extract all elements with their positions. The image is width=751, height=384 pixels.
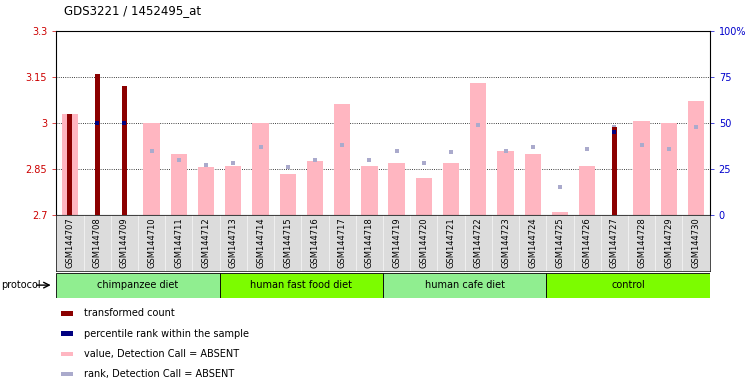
Bar	[579, 166, 596, 215]
Bar	[547, 273, 710, 298]
Text: GSM144727: GSM144727	[610, 217, 619, 268]
Text: GSM144708: GSM144708	[92, 217, 101, 268]
Text: GSM144729: GSM144729	[665, 217, 674, 268]
Bar	[361, 166, 378, 215]
Bar	[443, 163, 459, 215]
Bar	[143, 123, 160, 215]
Text: value, Detection Call = ABSENT: value, Detection Call = ABSENT	[84, 349, 239, 359]
Bar	[198, 167, 214, 215]
Bar	[62, 114, 78, 215]
Bar	[61, 311, 74, 316]
Text: control: control	[611, 280, 645, 290]
Text: transformed count: transformed count	[84, 308, 175, 318]
Text: GSM144712: GSM144712	[201, 217, 210, 268]
Text: GSM144719: GSM144719	[392, 217, 401, 268]
Bar	[388, 163, 405, 215]
Bar	[524, 154, 541, 215]
Bar	[170, 154, 187, 215]
Text: GSM144725: GSM144725	[556, 217, 565, 268]
Bar	[334, 104, 350, 215]
Text: rank, Detection Call = ABSENT: rank, Detection Call = ABSENT	[84, 369, 234, 379]
Bar	[122, 86, 127, 215]
Bar	[279, 174, 296, 215]
Bar	[61, 331, 74, 336]
Text: human cafe diet: human cafe diet	[424, 280, 505, 290]
Bar	[612, 127, 617, 215]
Text: GSM144721: GSM144721	[447, 217, 456, 268]
Bar	[306, 161, 323, 215]
Text: GSM144716: GSM144716	[310, 217, 319, 268]
Text: percentile rank within the sample: percentile rank within the sample	[84, 329, 249, 339]
Bar	[688, 101, 704, 215]
Bar	[661, 123, 677, 215]
Text: GSM144715: GSM144715	[283, 217, 292, 268]
Text: GSM144718: GSM144718	[365, 217, 374, 268]
Bar	[252, 123, 269, 215]
Bar	[61, 372, 74, 376]
Text: GSM144713: GSM144713	[229, 217, 238, 268]
Text: GDS3221 / 1452495_at: GDS3221 / 1452495_at	[64, 4, 201, 17]
Text: GSM144723: GSM144723	[501, 217, 510, 268]
Text: GSM144709: GSM144709	[120, 217, 129, 268]
Text: GSM144724: GSM144724	[528, 217, 537, 268]
Bar	[95, 74, 100, 215]
Bar	[633, 121, 650, 215]
Bar	[416, 178, 432, 215]
Text: protocol: protocol	[1, 280, 41, 290]
Text: GSM144728: GSM144728	[637, 217, 646, 268]
Bar	[68, 114, 72, 215]
Bar	[219, 273, 383, 298]
Text: GSM144726: GSM144726	[583, 217, 592, 268]
Text: GSM144711: GSM144711	[174, 217, 183, 268]
Text: chimpanzee diet: chimpanzee diet	[98, 280, 179, 290]
Text: GSM144710: GSM144710	[147, 217, 156, 268]
Text: GSM144720: GSM144720	[419, 217, 428, 268]
Bar	[470, 83, 487, 215]
Text: human fast food diet: human fast food diet	[250, 280, 352, 290]
Text: GSM144707: GSM144707	[65, 217, 74, 268]
Bar	[225, 166, 241, 215]
Bar	[552, 212, 568, 215]
Text: GSM144722: GSM144722	[474, 217, 483, 268]
Text: GSM144730: GSM144730	[692, 217, 701, 268]
Bar	[56, 273, 219, 298]
Bar	[61, 351, 74, 356]
Bar	[497, 151, 514, 215]
Bar	[383, 273, 547, 298]
Text: GSM144717: GSM144717	[338, 217, 347, 268]
Text: GSM144714: GSM144714	[256, 217, 265, 268]
